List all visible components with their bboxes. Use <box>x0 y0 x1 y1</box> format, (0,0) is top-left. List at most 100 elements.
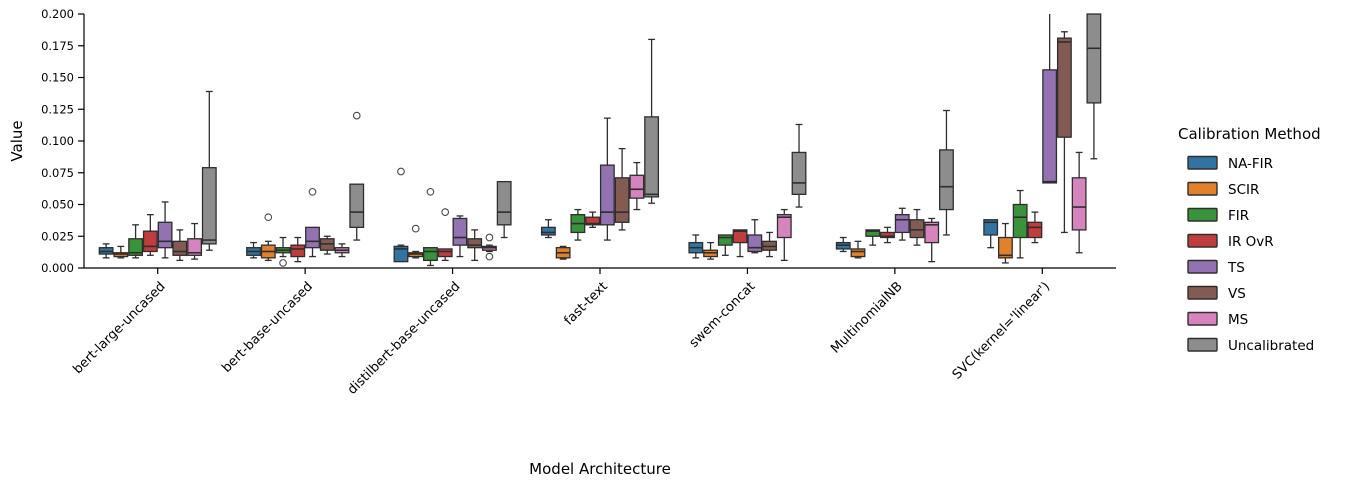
box-rect <box>187 238 203 256</box>
box-SCIR-MultinomialNB <box>850 240 866 259</box>
box-TS-bert-large-uncased <box>157 201 173 259</box>
outlier-point <box>411 224 420 233</box>
box-TS-MultinomialNB <box>894 207 910 241</box>
box-rect <box>128 238 144 256</box>
box-Uncalibrated-bert-large-uncased <box>201 90 217 251</box>
box-VS-SVC(kernel='linear') <box>1056 31 1072 234</box>
x-category-label: swem-concat <box>687 279 759 351</box>
box-FIR-distilbert-base-uncased <box>423 187 438 267</box>
box-MS-SVC(kernel='linear') <box>1071 151 1087 254</box>
legend-entry-VS: VS <box>1187 285 1246 302</box>
box-MS-swem-concat <box>776 208 792 262</box>
box-rect <box>437 248 453 258</box>
legend-entry-Uncalibrated: Uncalibrated <box>1187 337 1314 354</box>
legend-entry-IR OvR: IR OvR <box>1187 233 1274 250</box>
box-MS-bert-base-uncased <box>334 243 350 258</box>
x-category-label: SVC(kernel='linear') <box>950 279 1053 382</box>
outlier-point <box>485 233 494 242</box>
box-FIR-MultinomialNB <box>865 229 881 246</box>
box-rect <box>467 238 483 249</box>
box-rect <box>909 219 925 239</box>
box-VS-fast-text <box>614 147 630 231</box>
box-rect <box>850 248 866 258</box>
box-NA-FIR-bert-large-uncased <box>98 243 114 259</box>
box-SCIR-bert-large-uncased <box>113 245 129 259</box>
box-IR OvR-fast-text <box>585 211 601 229</box>
y-tick-label: 0.200 <box>41 7 74 21</box>
legend-entry-TS: TS <box>1187 259 1245 276</box>
box-rect <box>157 221 173 249</box>
box-IR OvR-SVC(kernel='linear') <box>1027 211 1043 244</box>
box-rect <box>939 149 954 211</box>
box-rect <box>732 229 748 244</box>
legend-entry-MS: MS <box>1187 311 1248 328</box>
box-VS-MultinomialNB <box>909 208 925 246</box>
box-NA-FIR-fast-text <box>540 219 556 239</box>
box-MS-fast-text <box>629 161 645 211</box>
box-TS-swem-concat <box>747 219 763 254</box>
box-rect <box>791 151 807 195</box>
box-rect <box>393 245 409 263</box>
legend-swatch <box>1187 233 1218 248</box>
box-IR OvR-MultinomialNB <box>880 226 895 244</box>
box-TS-bert-base-uncased <box>305 187 320 258</box>
legend-swatch <box>1187 337 1218 352</box>
y-tick-label: 0.075 <box>41 166 74 180</box>
legend-swatch <box>1187 259 1218 274</box>
box-rect <box>349 183 365 229</box>
box-rect <box>452 217 468 246</box>
box-TS-SVC(kernel='linear') <box>1042 14 1058 184</box>
box-NA-FIR-swem-concat <box>688 234 704 259</box>
box-FIR-bert-large-uncased <box>128 224 144 259</box>
box-FIR-fast-text <box>570 208 586 241</box>
box-rect <box>880 231 895 239</box>
y-tick-label: 0.125 <box>41 102 74 116</box>
box-rect <box>1071 177 1087 231</box>
legend-entry-NA-FIR: NA-FIR <box>1187 155 1273 172</box>
box-MS-MultinomialNB <box>924 217 940 263</box>
outlier-point <box>308 187 317 196</box>
box-SCIR-swem-concat <box>703 241 719 260</box>
box-NA-FIR-bert-base-uncased <box>246 241 261 259</box>
box-Uncalibrated-MultinomialNB <box>939 109 954 236</box>
box-Uncalibrated-swem-concat <box>791 123 807 208</box>
box-VS-swem-concat <box>762 231 777 258</box>
box-rect <box>172 240 188 256</box>
box-rect <box>644 116 660 198</box>
box-rect <box>305 226 320 249</box>
box-rect <box>717 234 733 246</box>
x-category-label: fast-text <box>561 279 610 328</box>
legend: NA-FIR SCIR FIR IR OvR TS VS MS Uncalibrated <box>1187 155 1314 354</box>
box-Uncalibrated-fast-text <box>644 38 660 204</box>
box-rect <box>1027 221 1043 239</box>
box-IR OvR-distilbert-base-uncased <box>437 208 453 262</box>
legend-swatch <box>1187 285 1218 300</box>
box-TS-distilbert-base-uncased <box>452 215 468 258</box>
box-FIR-bert-base-uncased <box>275 236 291 267</box>
legend-label: Uncalibrated <box>1228 338 1314 354</box>
box-FIR-swem-concat <box>717 234 733 256</box>
legend-swatch <box>1187 155 1218 170</box>
box-rect <box>894 214 910 234</box>
box-rect <box>776 214 792 239</box>
box-Uncalibrated-bert-base-uncased <box>349 111 365 241</box>
box-Uncalibrated-distilbert-base-uncased <box>496 180 512 239</box>
legend-label: VS <box>1228 286 1246 302</box>
box-IR OvR-bert-base-uncased <box>290 236 306 263</box>
x-category-label: distilbert-base-uncased <box>345 279 464 398</box>
box-rect <box>201 167 217 245</box>
legend-entry-SCIR: SCIR <box>1187 181 1259 198</box>
box-rect <box>1086 13 1102 104</box>
box-rect <box>585 216 601 226</box>
outlier-point <box>279 259 287 267</box>
box-IR OvR-swem-concat <box>732 229 748 258</box>
box-SCIR-distilbert-base-uncased <box>408 224 424 259</box>
legend-entry-FIR: FIR <box>1187 207 1249 224</box>
box-rect <box>1056 37 1072 138</box>
legend-label: SCIR <box>1228 182 1259 198</box>
legend-label: MS <box>1228 312 1248 328</box>
x-axis-label: Model Architecture <box>529 460 671 478</box>
legend-title: Calibration Method <box>1178 125 1321 143</box>
box-Uncalibrated-SVC(kernel='linear') <box>1086 13 1102 160</box>
outlier-point <box>264 213 273 222</box>
